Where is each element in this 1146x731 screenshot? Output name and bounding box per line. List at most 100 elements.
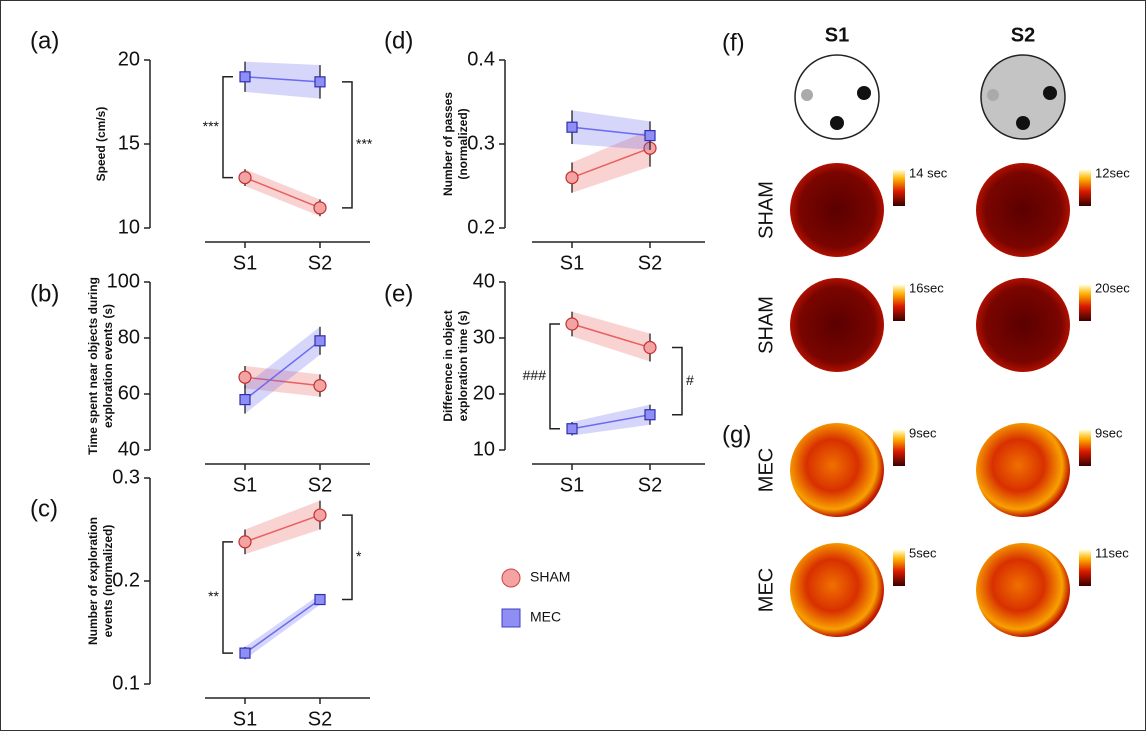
colorbar-label: 16sec bbox=[909, 280, 944, 295]
error-band bbox=[572, 129, 650, 193]
session-label: S2 bbox=[1011, 24, 1035, 46]
y-axis-label-line: (normalized) bbox=[456, 108, 470, 179]
y-tick-label: 0.2 bbox=[467, 216, 495, 238]
panel-label: (b) bbox=[30, 280, 59, 307]
heatmap bbox=[790, 278, 884, 372]
y-axis-label-line: events (normalized) bbox=[101, 525, 115, 638]
group-label: SHAM bbox=[755, 181, 777, 239]
error-band bbox=[572, 404, 650, 436]
marker bbox=[314, 335, 326, 347]
group-label: MEC bbox=[755, 568, 777, 612]
marker bbox=[314, 76, 326, 88]
arena bbox=[794, 54, 880, 140]
marker bbox=[238, 535, 252, 549]
x-tick-label: S2 bbox=[308, 474, 332, 496]
colorbar-label: 9sec bbox=[1095, 425, 1123, 440]
y-axis-label: Speed (cm/s) bbox=[94, 107, 108, 182]
object bbox=[857, 86, 871, 100]
bracket bbox=[672, 346, 683, 416]
colorbar bbox=[1079, 285, 1091, 321]
panel-label: (a) bbox=[30, 27, 59, 54]
y-axis-label: Difference in objectexploration time (s) bbox=[441, 310, 470, 421]
y-axis-label-line: Time spent near objects during bbox=[86, 277, 100, 455]
x-tick-label: S1 bbox=[233, 708, 257, 730]
y-tick-label: 20 bbox=[473, 382, 495, 404]
panel-label: (d) bbox=[384, 27, 413, 54]
colorbar-label: 20sec bbox=[1095, 280, 1130, 295]
series-line bbox=[571, 413, 651, 430]
series-line bbox=[244, 514, 321, 543]
heatmap bbox=[790, 163, 884, 257]
object bbox=[1043, 86, 1057, 100]
panel-label: (c) bbox=[30, 495, 58, 522]
object bbox=[1016, 116, 1030, 130]
y-axis-label: Number of explorationevents (normalized) bbox=[86, 517, 115, 645]
heatmap bbox=[976, 163, 1070, 257]
bracket bbox=[342, 81, 353, 209]
marker bbox=[313, 508, 327, 522]
series-line bbox=[244, 598, 321, 654]
object bbox=[830, 116, 844, 130]
x-tick-label: S1 bbox=[560, 474, 584, 496]
marker bbox=[314, 593, 326, 606]
marker bbox=[644, 409, 656, 421]
error-band bbox=[245, 61, 320, 99]
marker bbox=[313, 201, 327, 215]
colorbar bbox=[893, 170, 905, 206]
legend-marker bbox=[501, 608, 521, 628]
bracket bbox=[549, 323, 560, 430]
x-tick-label: S2 bbox=[638, 252, 662, 274]
legend: SHAM MEC bbox=[501, 568, 570, 628]
error-band bbox=[572, 110, 650, 150]
heatmap bbox=[976, 543, 1070, 637]
colorbar bbox=[1079, 550, 1091, 586]
heatmap bbox=[790, 423, 884, 517]
heatmap bbox=[976, 278, 1070, 372]
y-axis-label: Number of passes(normalized) bbox=[441, 92, 470, 196]
marker bbox=[238, 370, 252, 384]
y-tick-label: 20 bbox=[118, 48, 140, 70]
y-axis-label-line: Number of passes bbox=[441, 92, 455, 196]
y-tick-label: 30 bbox=[473, 326, 495, 348]
arena bbox=[980, 54, 1066, 140]
legend-label: SHAM bbox=[530, 569, 570, 585]
annotation: # bbox=[686, 372, 694, 388]
marker bbox=[566, 121, 578, 133]
marker bbox=[565, 171, 579, 185]
x-tick-label: S2 bbox=[638, 474, 662, 496]
marker bbox=[644, 130, 656, 142]
colorbar-label: 11sec bbox=[1095, 545, 1129, 560]
annotation: ** bbox=[208, 588, 219, 604]
y-tick-label: 60 bbox=[118, 382, 140, 404]
annotation: *** bbox=[356, 136, 373, 152]
series-line bbox=[571, 147, 651, 179]
x-tick-label: S2 bbox=[308, 708, 332, 730]
group-label: SHAM bbox=[755, 296, 777, 354]
session-label: S1 bbox=[825, 24, 849, 46]
x-tick-label: S1 bbox=[233, 474, 257, 496]
marker bbox=[239, 647, 251, 659]
group-label: MEC bbox=[755, 448, 777, 492]
y-axis-label-line: Difference in object bbox=[441, 310, 455, 421]
heatmap bbox=[790, 543, 884, 637]
marker bbox=[566, 423, 578, 435]
object bbox=[801, 89, 813, 101]
y-tick-label: 0.3 bbox=[467, 132, 495, 154]
series-line bbox=[244, 376, 321, 387]
colorbar bbox=[893, 430, 905, 466]
y-axis-label: Time spent near objects duringexploratio… bbox=[86, 277, 115, 455]
error-band bbox=[245, 500, 320, 555]
annotation: ### bbox=[523, 367, 547, 383]
marker bbox=[238, 171, 252, 185]
bracket bbox=[342, 514, 353, 601]
series-line bbox=[571, 126, 651, 137]
bracket bbox=[222, 76, 233, 179]
y-tick-label: 0.3 bbox=[112, 466, 140, 488]
marker bbox=[313, 379, 327, 393]
y-tick-label: 0.2 bbox=[112, 569, 140, 591]
series-line bbox=[244, 340, 321, 401]
object bbox=[987, 89, 999, 101]
x-tick-label: S1 bbox=[233, 252, 257, 274]
y-tick-label: 15 bbox=[118, 132, 140, 154]
legend-marker bbox=[501, 568, 521, 588]
